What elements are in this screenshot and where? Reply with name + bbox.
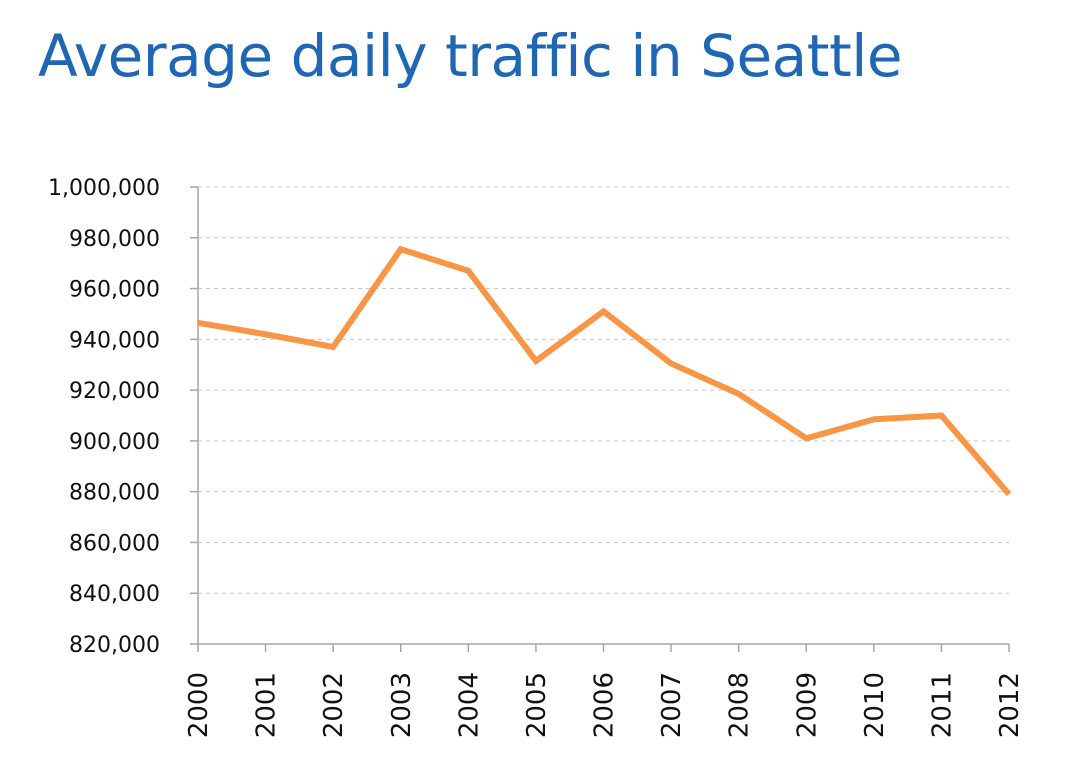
- chart-title: Average daily traffic in Seattle: [38, 22, 903, 90]
- x-tick-label: 2001: [252, 672, 282, 738]
- y-tick-label: 960,000: [69, 278, 160, 303]
- x-tick-label: 2005: [522, 672, 552, 738]
- x-tick-label: 2002: [319, 672, 349, 738]
- y-tick-label: 1,000,000: [48, 176, 160, 201]
- y-tick-label: 940,000: [69, 328, 160, 353]
- y-tick-label: 840,000: [69, 582, 160, 607]
- y-tick-label: 980,000: [69, 227, 160, 252]
- y-tick-label: 820,000: [69, 633, 160, 658]
- x-tick-label: 2007: [657, 672, 687, 738]
- y-tick-label: 920,000: [69, 379, 160, 404]
- series-line: [197, 245, 1012, 497]
- x-tick-label: 2003: [387, 672, 417, 738]
- x-tick-label: 2010: [860, 672, 890, 738]
- x-tick-label: 2000: [184, 672, 214, 738]
- x-tick-label: 2009: [792, 672, 822, 738]
- x-tick-label: 2012: [995, 672, 1025, 738]
- y-tick-label: 880,000: [69, 481, 160, 506]
- y-tick-label: 860,000: [69, 531, 160, 556]
- x-tick-label: 2011: [927, 672, 957, 738]
- x-tick-label: 2008: [725, 672, 755, 738]
- x-tick-label: 2004: [454, 672, 484, 738]
- y-tick-label: 900,000: [69, 430, 160, 455]
- x-tick-label: 2006: [590, 672, 620, 738]
